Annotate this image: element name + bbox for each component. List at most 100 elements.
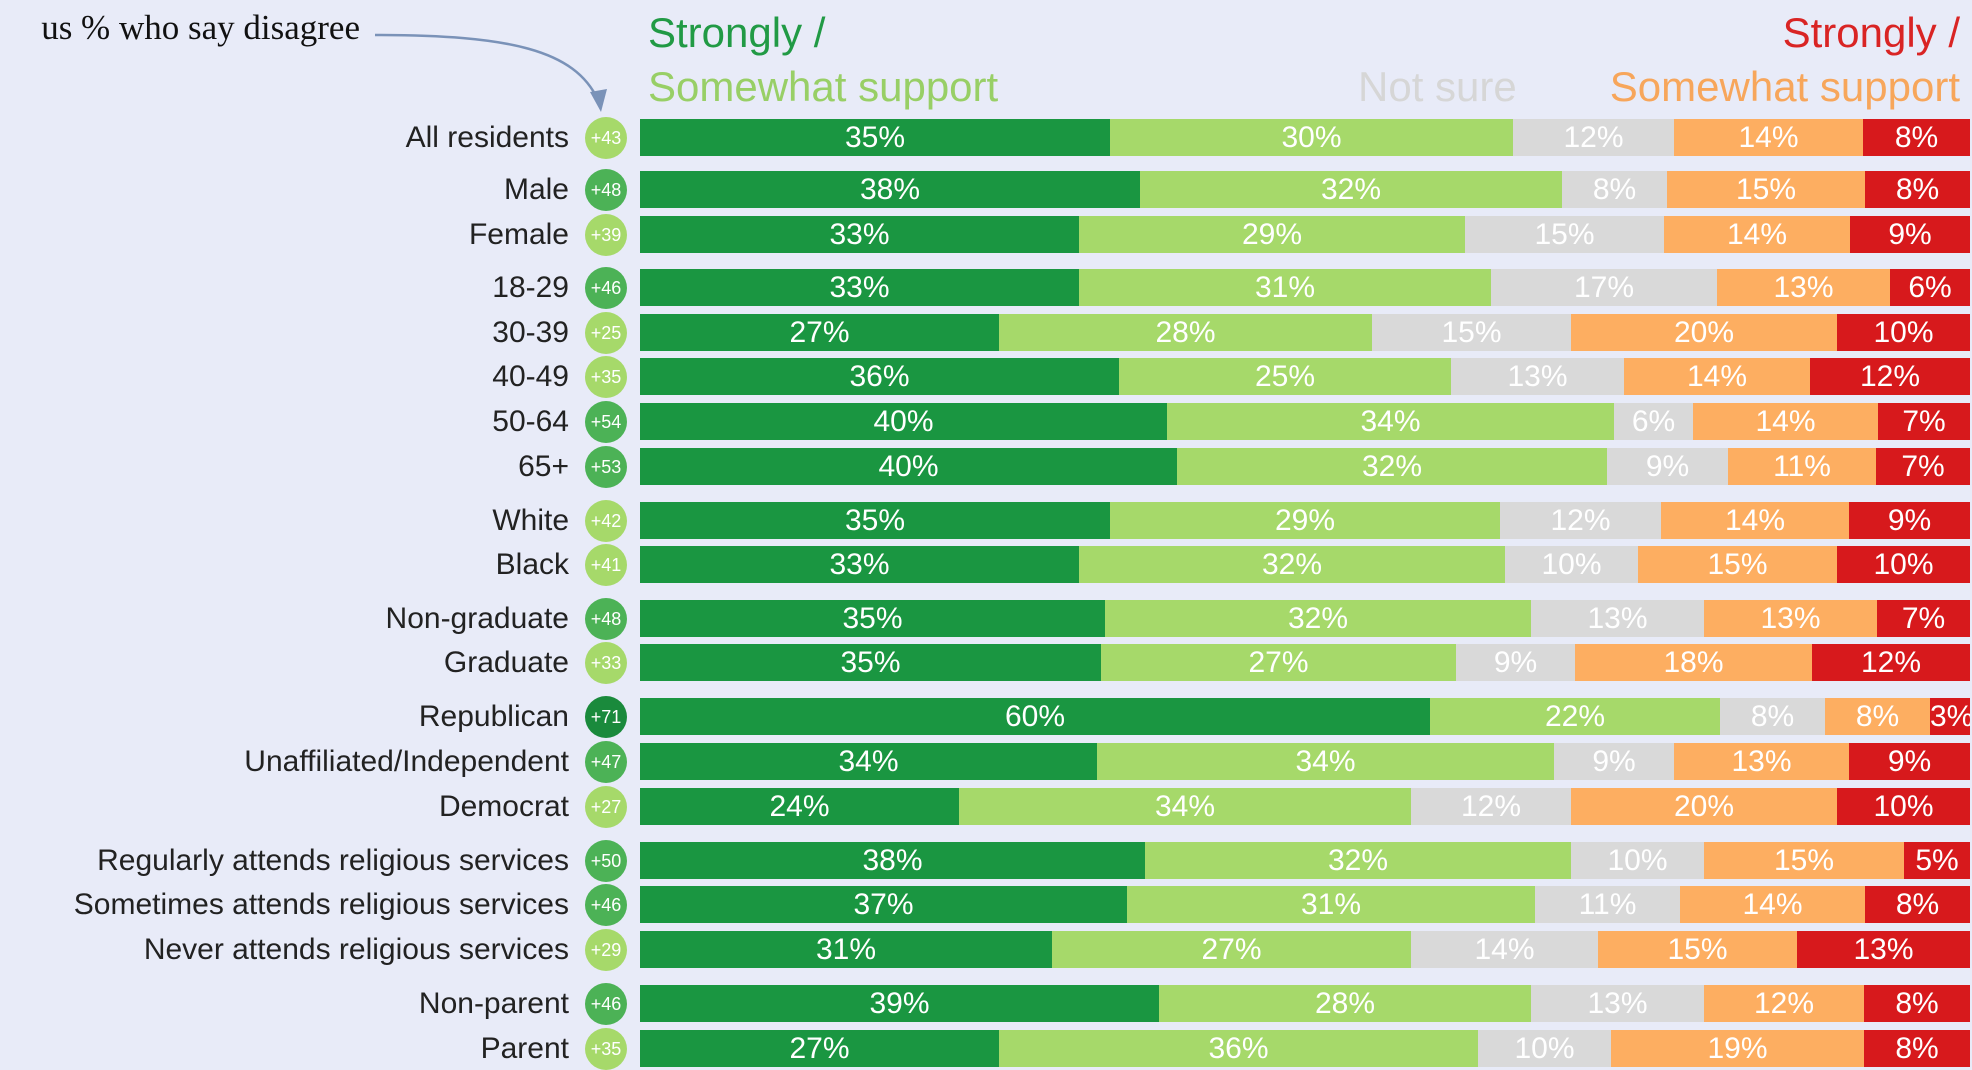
- bar-segment-not-sure: 13%: [1531, 600, 1704, 637]
- bar-segment-not-sure: 15%: [1465, 216, 1664, 253]
- bar-row: Non-parent +46 39% 28% 13% 12% 8%: [0, 983, 1972, 1025]
- bar-segment-not-sure: 9%: [1607, 448, 1728, 485]
- bar-row: 50-64 +54 40% 34% 6% 14% 7%: [0, 401, 1972, 443]
- bar-row: Parent +35 27% 36% 10% 19% 8%: [0, 1028, 1972, 1070]
- bar-segment-somewhat-oppose: 18%: [1575, 644, 1812, 681]
- bar-segment-somewhat-support: 28%: [1159, 985, 1531, 1022]
- bar-segment-not-sure: 8%: [1562, 171, 1667, 208]
- bar-segment-somewhat-oppose: 15%: [1638, 546, 1837, 583]
- category-label: 18-29: [492, 271, 569, 304]
- net-score-badge: +48: [585, 169, 627, 211]
- bar-segment-somewhat-support: 34%: [959, 788, 1411, 825]
- net-score-badge: +46: [585, 267, 627, 309]
- category-label: Male: [503, 173, 569, 206]
- bar-segment-strongly-oppose: 3%: [1930, 698, 1970, 735]
- bar-segment-somewhat-oppose: 8%: [1825, 698, 1930, 735]
- bar-row: Democrat +27 24% 34% 12% 20% 10%: [0, 786, 1972, 828]
- bar-segment-somewhat-support: 27%: [1052, 931, 1411, 968]
- net-score-badge: +53: [585, 446, 627, 488]
- bar-segment-not-sure: 11%: [1535, 886, 1680, 923]
- bar-row: Unaffiliated/Independent +47 34% 34% 9% 13% 9%: [0, 741, 1972, 783]
- bar-segment-strongly-oppose: 8%: [1864, 1030, 1970, 1067]
- category-label: All residents: [405, 121, 569, 154]
- bar-segment-not-sure: 15%: [1372, 314, 1571, 351]
- legend-oppose-line1: Strongly /: [1782, 9, 1960, 56]
- category-label: 30-39: [492, 316, 569, 349]
- bar-row: Sometimes attends religious services +46 3…: [0, 884, 1972, 926]
- bar-segment-not-sure: 10%: [1505, 546, 1638, 583]
- category-label: Never attends religious services: [143, 933, 569, 966]
- bar-segment-strongly-support: 27%: [640, 314, 999, 351]
- bar-segment-strongly-oppose: 10%: [1837, 314, 1970, 351]
- category-label: Black: [495, 548, 569, 581]
- bar-segment-somewhat-oppose: 20%: [1571, 788, 1837, 825]
- bar-segment-not-sure: 10%: [1478, 1030, 1611, 1067]
- net-score-badge: +47: [585, 741, 627, 783]
- bar-segment-somewhat-support: 25%: [1119, 358, 1451, 395]
- bar-segment-strongly-support: 40%: [640, 403, 1167, 440]
- bar-segment-strongly-support: 39%: [640, 985, 1159, 1022]
- category-label: White: [492, 504, 569, 537]
- stacked-bar: 39% 28% 13% 12% 8%: [640, 985, 1970, 1022]
- net-score-badge: +48: [585, 598, 627, 640]
- bar-segment-strongly-oppose: 8%: [1865, 171, 1970, 208]
- bar-segment-somewhat-support: 34%: [1167, 403, 1614, 440]
- bar-segment-not-sure: 17%: [1491, 269, 1717, 306]
- bar-segment-strongly-support: 36%: [640, 358, 1119, 395]
- bar-segment-somewhat-oppose: 11%: [1728, 448, 1876, 485]
- bar-segment-strongly-oppose: 9%: [1849, 743, 1970, 780]
- stacked-bar: 38% 32% 10% 15% 5%: [640, 842, 1970, 879]
- bar-row: Graduate +33 35% 27% 9% 18% 12%: [0, 642, 1972, 684]
- bar-segment-somewhat-oppose: 14%: [1680, 886, 1865, 923]
- bar-segment-strongly-oppose: 8%: [1863, 119, 1970, 156]
- bar-segment-not-sure: 10%: [1571, 842, 1704, 879]
- bar-segment-somewhat-oppose: 20%: [1571, 314, 1837, 351]
- bar-row: Black +41 33% 32% 10% 15% 10%: [0, 544, 1972, 586]
- stacked-bar: 40% 32% 9% 11% 7%: [640, 448, 1970, 485]
- stacked-bar: 40% 34% 6% 14% 7%: [640, 403, 1970, 440]
- bar-segment-strongly-support: 40%: [640, 448, 1177, 485]
- bar-segment-somewhat-support: 32%: [1145, 842, 1571, 879]
- bar-row: Male +48 38% 32% 8% 15% 8%: [0, 169, 1972, 211]
- bar-segment-strongly-support: 35%: [640, 502, 1110, 539]
- net-score-badge: +42: [585, 500, 627, 542]
- stacked-bar: 37% 31% 11% 14% 8%: [640, 886, 1970, 923]
- bar-segment-somewhat-oppose: 19%: [1611, 1030, 1864, 1067]
- bar-segment-strongly-oppose: 7%: [1876, 448, 1970, 485]
- stacked-bar: 35% 30% 12% 14% 8%: [640, 119, 1970, 156]
- category-label: 50-64: [492, 405, 569, 438]
- annotation-text: us % who say disagree: [41, 8, 360, 47]
- net-score-badge: +46: [585, 983, 627, 1025]
- bar-segment-strongly-support: 38%: [640, 842, 1145, 879]
- bar-segment-somewhat-support: 31%: [1079, 269, 1491, 306]
- bar-segment-strongly-support: 38%: [640, 171, 1140, 208]
- bar-segment-not-sure: 12%: [1500, 502, 1661, 539]
- net-score-badge: +43: [585, 117, 627, 159]
- bar-row: 40-49 +35 36% 25% 13% 14% 12%: [0, 356, 1972, 398]
- category-label: Parent: [480, 1032, 569, 1065]
- bar-row: Regularly attends religious services +50 3…: [0, 840, 1972, 882]
- bar-segment-strongly-support: 27%: [640, 1030, 999, 1067]
- bar-segment-strongly-oppose: 6%: [1890, 269, 1970, 306]
- bar-segment-somewhat-support: 28%: [999, 314, 1372, 351]
- bar-segment-not-sure: 14%: [1411, 931, 1598, 968]
- net-score-badge: +33: [585, 642, 627, 684]
- bar-segment-strongly-support: 24%: [640, 788, 959, 825]
- bar-row: All residents +43 35% 30% 12% 14% 8%: [0, 117, 1972, 159]
- net-score-badge: +54: [585, 401, 627, 443]
- stacked-bar: 34% 34% 9% 13% 9%: [640, 743, 1970, 780]
- bar-segment-strongly-support: 33%: [640, 216, 1079, 253]
- net-score-badge: +27: [585, 786, 627, 828]
- bar-segment-not-sure: 13%: [1451, 358, 1624, 395]
- category-label: Republican: [418, 700, 569, 733]
- category-label: Sometimes attends religious services: [73, 888, 569, 921]
- bar-segment-strongly-oppose: 10%: [1837, 546, 1970, 583]
- legend-not-sure: Not sure: [1358, 63, 1517, 110]
- bar-segment-not-sure: 12%: [1513, 119, 1674, 156]
- bar-segment-strongly-oppose: 8%: [1865, 886, 1970, 923]
- bar-segment-somewhat-support: 22%: [1430, 698, 1720, 735]
- bar-segment-somewhat-support: 32%: [1140, 171, 1562, 208]
- bar-segment-strongly-oppose: 7%: [1877, 600, 1970, 637]
- bar-segment-strongly-oppose: 10%: [1837, 788, 1970, 825]
- net-score-badge: +35: [585, 356, 627, 398]
